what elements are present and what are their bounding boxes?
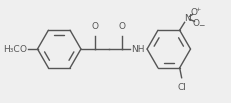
Text: O: O: [191, 8, 198, 17]
Text: N: N: [184, 14, 191, 23]
Text: +: +: [196, 7, 201, 12]
Text: O: O: [193, 19, 200, 28]
Text: H₃C: H₃C: [3, 44, 20, 54]
Text: −: −: [198, 21, 205, 30]
Text: O: O: [91, 22, 98, 31]
Text: NH: NH: [131, 44, 145, 54]
Text: O: O: [119, 22, 126, 31]
Text: Cl: Cl: [177, 83, 186, 92]
Text: O: O: [20, 44, 27, 54]
